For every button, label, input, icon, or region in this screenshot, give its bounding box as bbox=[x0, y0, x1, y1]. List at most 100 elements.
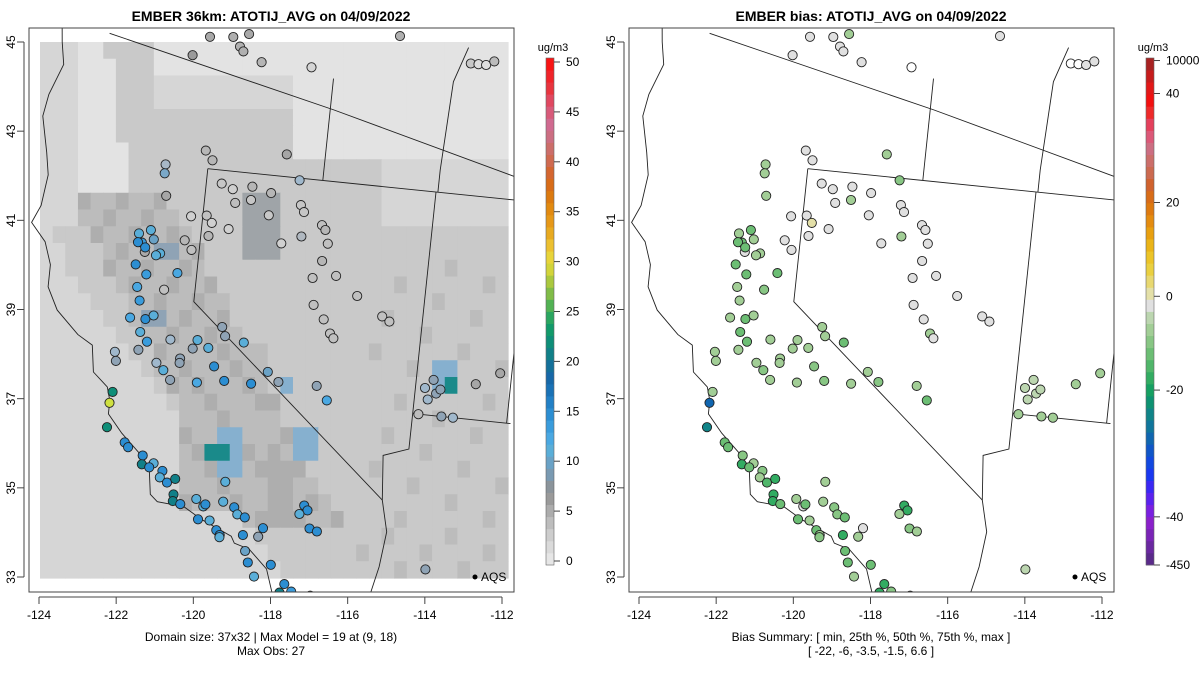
grid-cell bbox=[318, 477, 332, 495]
grid-cell bbox=[242, 259, 256, 278]
boundary-line bbox=[1037, 47, 1070, 193]
grid-cell bbox=[77, 125, 92, 144]
colorbar-swatch bbox=[1146, 94, 1154, 107]
grid-cell bbox=[419, 494, 433, 512]
grid-cell bbox=[141, 410, 155, 428]
grid-cell bbox=[90, 511, 104, 529]
grid-cell bbox=[330, 142, 345, 160]
grid-cell bbox=[40, 176, 54, 194]
y-tick-label: 41 bbox=[604, 213, 618, 227]
station-marker bbox=[898, 207, 910, 218]
station-marker bbox=[816, 178, 827, 189]
grid-cell bbox=[153, 293, 168, 311]
station-marker bbox=[419, 382, 431, 394]
grid-cell bbox=[141, 159, 155, 177]
y-tick-label: 37 bbox=[604, 392, 618, 406]
grid-cell bbox=[495, 276, 509, 294]
station-marker bbox=[1022, 394, 1033, 405]
grid-cell bbox=[330, 159, 345, 177]
station-marker bbox=[306, 62, 317, 73]
grid-cell bbox=[128, 494, 142, 512]
grid-cell bbox=[153, 75, 168, 93]
grid-cell bbox=[318, 176, 332, 194]
grid-cell bbox=[40, 393, 54, 412]
grid-cell bbox=[381, 243, 395, 261]
grid-cell bbox=[77, 192, 92, 211]
grid-cell bbox=[141, 377, 155, 395]
grid-cell bbox=[318, 42, 332, 60]
y-tick-label: 39 bbox=[4, 303, 18, 317]
station-marker bbox=[1081, 59, 1092, 71]
grid-cell bbox=[482, 75, 496, 93]
grid-cell bbox=[457, 310, 471, 328]
grid-cell bbox=[381, 125, 395, 144]
grid-cell bbox=[457, 561, 471, 579]
grid-cell bbox=[166, 561, 180, 579]
colorbar-swatch bbox=[546, 166, 554, 180]
grid-cell bbox=[52, 192, 66, 211]
grid-cell bbox=[444, 477, 459, 495]
station-marker bbox=[1020, 564, 1031, 575]
grid-cell bbox=[141, 477, 155, 495]
grid-cell bbox=[52, 427, 66, 445]
grid-cell bbox=[318, 544, 332, 562]
station-marker bbox=[109, 346, 120, 357]
station-marker bbox=[894, 175, 905, 186]
grid-cell bbox=[444, 243, 459, 261]
grid-cell bbox=[482, 293, 496, 311]
grid-cell bbox=[103, 511, 117, 529]
grid-cell bbox=[77, 393, 92, 412]
grid-cell bbox=[52, 377, 66, 395]
grid-cell bbox=[255, 494, 269, 512]
grid-cell bbox=[77, 310, 92, 328]
grid-cell bbox=[103, 92, 117, 110]
grid-cell bbox=[356, 109, 370, 127]
grid-cell bbox=[103, 460, 117, 479]
grid-cell bbox=[103, 276, 117, 294]
grid-cell bbox=[343, 494, 357, 512]
station-marker bbox=[230, 197, 241, 208]
grid-cell bbox=[77, 477, 92, 495]
grid-cell bbox=[394, 75, 408, 93]
colorbar-swatch bbox=[1146, 432, 1154, 445]
grid-cell bbox=[343, 192, 357, 211]
station-marker bbox=[161, 477, 173, 488]
station-marker bbox=[761, 190, 772, 201]
model-colorbar: 0 5 10 15 20 25 30 35 40 45 50 bbox=[545, 55, 580, 568]
grid-cell bbox=[482, 326, 496, 345]
grid-cell bbox=[217, 511, 231, 529]
grid-cell bbox=[267, 92, 281, 110]
grid-cell bbox=[40, 561, 54, 579]
grid-cell bbox=[356, 561, 370, 579]
grid-cell bbox=[368, 243, 383, 261]
grid-cell bbox=[267, 326, 281, 345]
grid-cell bbox=[40, 310, 54, 328]
grid-cell bbox=[90, 494, 104, 512]
grid-cell bbox=[419, 343, 433, 361]
colorbar-swatch bbox=[546, 287, 554, 300]
grid-cell bbox=[229, 477, 243, 495]
station-marker bbox=[377, 311, 388, 322]
grid-cell bbox=[204, 410, 218, 428]
grid-cell bbox=[204, 42, 218, 60]
station-marker bbox=[823, 224, 834, 235]
grid-cell bbox=[191, 410, 206, 428]
grid-cell bbox=[255, 460, 269, 479]
grid-cell bbox=[368, 460, 383, 479]
bias-x-axis: -124 -122 -120 -118 -116 -114 -112 bbox=[627, 596, 1114, 622]
grid-cell bbox=[343, 427, 357, 445]
colorbar-swatch bbox=[546, 275, 554, 288]
station-marker bbox=[922, 238, 933, 249]
grid-cell bbox=[191, 360, 206, 378]
grid-cell bbox=[52, 276, 66, 294]
grid-cell bbox=[229, 159, 243, 177]
colorbar-swatch bbox=[546, 480, 554, 493]
station-marker bbox=[296, 231, 307, 242]
grid-cell bbox=[432, 159, 446, 177]
grid-cell bbox=[166, 58, 180, 77]
grid-cell bbox=[292, 243, 307, 261]
grid-cell bbox=[229, 377, 243, 395]
station-marker bbox=[791, 493, 802, 505]
grid-cell bbox=[280, 494, 294, 512]
grid-cell bbox=[52, 226, 66, 244]
